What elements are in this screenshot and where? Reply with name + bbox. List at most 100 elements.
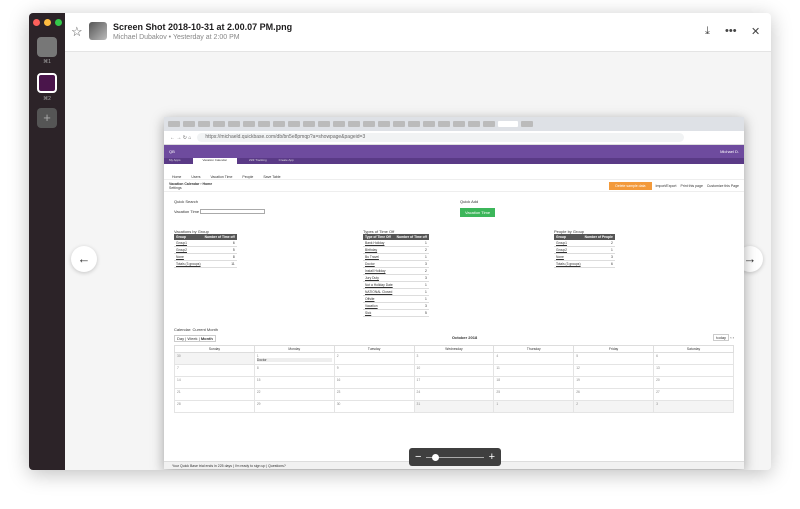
row-label[interactable]: None [174, 253, 203, 261]
user-menu: Michael D. [720, 149, 739, 154]
star-icon[interactable]: ☆ [71, 24, 83, 39]
calendar-day[interactable]: 12 [573, 364, 655, 377]
row-label[interactable]: Vacation [363, 302, 395, 310]
row-value: 1 [394, 295, 429, 303]
calendar-day[interactable]: 28 [174, 400, 255, 413]
calendar-day[interactable]: 26 [573, 388, 655, 401]
more-icon[interactable]: ••• [725, 25, 737, 37]
zoom-in-button[interactable]: + [488, 451, 495, 463]
zoom-window-button[interactable] [55, 19, 62, 26]
table-row: Not a Holiday Date 1 [363, 281, 429, 289]
t2-table: Type of Time Off Number of Time off Bank H… [363, 234, 429, 317]
calendar-day[interactable]: 7 [174, 364, 255, 377]
row-label[interactable]: Doctor [363, 260, 395, 268]
calendar-day[interactable]: 3 [653, 400, 734, 413]
author-name[interactable]: Michael Dubakov [113, 34, 167, 41]
close-window-button[interactable] [33, 19, 40, 26]
calendar-day[interactable]: 25 [493, 388, 575, 401]
minimize-window-button[interactable] [44, 19, 51, 26]
row-label[interactable]: Group2 [554, 246, 583, 254]
row-label[interactable]: Bank Holiday [363, 240, 395, 247]
row-label[interactable]: Birthday [363, 246, 395, 254]
row-label[interactable]: Sick [363, 309, 395, 317]
row-label[interactable]: None [554, 253, 583, 261]
calendar-day[interactable]: 2 [333, 352, 415, 365]
calendar-day[interactable]: 4 [493, 352, 575, 365]
zoom-out-button[interactable]: − [415, 451, 422, 463]
calendar-day[interactable]: 31 [413, 400, 495, 413]
row-label[interactable]: Totals (3 groups) [554, 260, 583, 268]
calendar-event[interactable]: Doctor [256, 358, 332, 362]
row-value: 6 [202, 240, 237, 247]
row-label[interactable]: Group2 [174, 246, 203, 254]
calendar-day[interactable]: 5 [573, 352, 655, 365]
calendar-day[interactable]: 29 [253, 400, 335, 413]
calendar-day[interactable]: 3 [413, 352, 495, 365]
calendar-day[interactable]: 20 [653, 376, 734, 389]
calendar-day[interactable]: 16 [333, 376, 415, 389]
calendar-day[interactable]: 9 [333, 364, 415, 377]
row-value: 2 [394, 267, 429, 275]
calendar-day[interactable]: 2 [573, 400, 655, 413]
zoom-slider[interactable] [426, 453, 484, 461]
app-topbar: QB Michael D. [164, 145, 744, 158]
workspace-2[interactable] [37, 73, 57, 93]
row-label[interactable]: Totals (3 groups) [174, 260, 203, 268]
day-header: Monday [253, 345, 335, 353]
column-header: Group [174, 234, 203, 240]
calendar-day[interactable]: 23 [333, 388, 415, 401]
calendar-day[interactable]: 6 [653, 352, 734, 365]
calendar-day[interactable]: 22 [253, 388, 335, 401]
row-value: 8 [202, 253, 237, 261]
row-value: 3 [394, 302, 429, 310]
previous-arrow-icon[interactable]: ← [71, 246, 97, 272]
table-row: Doctor 3 [363, 260, 429, 268]
row-label[interactable]: Offsite [363, 295, 395, 303]
calendar-day[interactable]: 30 [333, 400, 415, 413]
calendar-day[interactable]: 17 [413, 376, 495, 389]
column-header: Number of Time off [202, 234, 237, 240]
calendar-day[interactable]: 27 [653, 388, 734, 401]
row-label[interactable]: Group1 [174, 240, 203, 247]
row-value: 5 [394, 309, 429, 317]
table-row: Offsite 1 [363, 295, 429, 303]
table-row: Birthday 2 [363, 246, 429, 254]
calendar-day[interactable]: 8 [253, 364, 335, 377]
calendar-day[interactable]: 10 [413, 364, 495, 377]
row-value: 6 [582, 260, 615, 268]
row-label[interactable]: Bu Travel [363, 253, 395, 261]
column-header: Number of Time off [394, 234, 429, 240]
workspace-1[interactable] [37, 37, 57, 57]
calendar-day[interactable]: 1 [493, 400, 575, 413]
t1-table: Group Number of Time off Group1 6 Group2 5 Non… [174, 234, 237, 268]
calendar-day[interactable]: 13 [653, 364, 734, 377]
calendar-day[interactable]: 30 [174, 352, 255, 365]
close-icon[interactable]: ✕ [751, 26, 761, 38]
column-header: Type of Time Off [363, 234, 395, 240]
column-header: Number of People [582, 234, 615, 240]
row-label[interactable]: Jury Duty [363, 274, 395, 282]
separator: • [168, 34, 172, 41]
download-icon[interactable]: ⤓ [705, 25, 710, 37]
row-value: 3 [394, 274, 429, 282]
add-workspace-icon[interactable]: + [37, 108, 57, 128]
row-label[interactable]: Install Holiday [363, 267, 395, 275]
calendar-day[interactable]: 21 [174, 388, 255, 401]
calendar-day[interactable]: 18 [493, 376, 575, 389]
calendar-day[interactable]: 11 [493, 364, 575, 377]
browser-tabs [164, 117, 744, 131]
day-header: Sunday [174, 345, 255, 353]
calendar-day[interactable]: 1 Doctor [253, 352, 335, 365]
table-row: Bu Travel 1 [363, 253, 429, 261]
row-label[interactable]: Not a Holiday Date [363, 281, 395, 289]
viewer-header: ☆ Screen Shot 2018-10-31 at 2.00.07 PM.p… [65, 13, 771, 52]
calendar-day[interactable]: 24 [413, 388, 495, 401]
row-value: 1 [394, 253, 429, 261]
row-label[interactable]: Group1 [554, 240, 583, 247]
row-value: 2 [582, 240, 615, 247]
calendar-day[interactable]: 14 [174, 376, 255, 389]
calendar-day[interactable]: 15 [253, 376, 335, 389]
row-label[interactable]: NATIONAL Closed [363, 288, 395, 296]
table-row: Group1 2 [554, 240, 615, 247]
calendar-day[interactable]: 19 [573, 376, 655, 389]
